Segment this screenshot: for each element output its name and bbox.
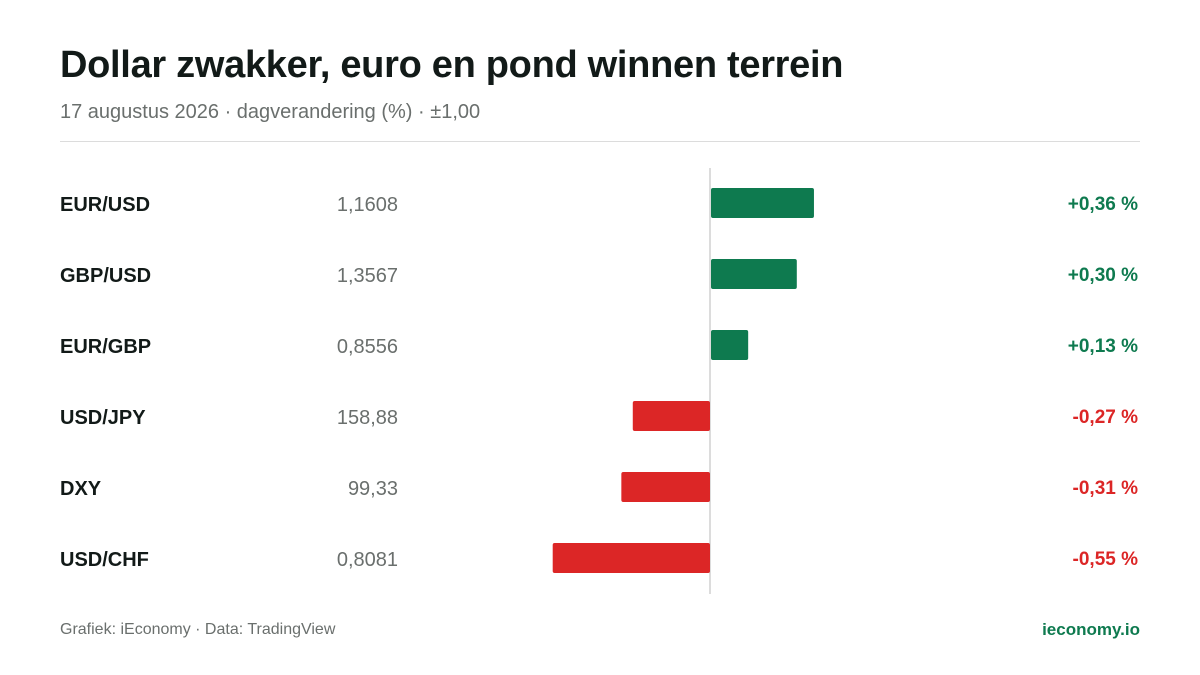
bar-eur-gbp: [711, 330, 749, 360]
rate-value-usd-jpy: 158,88: [337, 407, 398, 429]
header-divider: [60, 141, 1140, 142]
rate-value-dxy: 99,33: [348, 478, 398, 500]
change-label-eur-gbp: +0,13 %: [1068, 336, 1138, 357]
category-label-eur-usd: EUR/USD: [60, 194, 150, 216]
category-label-gbp-usd: GBP/USD: [60, 265, 151, 287]
category-label-usd-chf: USD/CHF: [60, 549, 149, 571]
rate-value-gbp-usd: 1,3567: [337, 265, 398, 287]
change-label-gbp-usd: +0,30 %: [1068, 265, 1138, 286]
category-label-usd-jpy: USD/JPY: [60, 407, 146, 429]
category-label-eur-gbp: EUR/GBP: [60, 336, 151, 358]
rate-value-eur-gbp: 0,8556: [337, 336, 398, 358]
change-label-usd-jpy: -0,27 %: [1073, 407, 1139, 428]
bar-usd-chf: [552, 543, 710, 573]
chart-title: Dollar zwakker, euro en pond winnen terr…: [60, 44, 844, 86]
footer-source: Grafiek: iEconomy · Data: TradingView: [60, 621, 336, 638]
change-label-dxy: -0,31 %: [1073, 478, 1139, 499]
change-label-eur-usd: +0,36 %: [1068, 194, 1138, 215]
chart-subtitle: 17 augustus 2026 · dagverandering (%) · …: [60, 101, 481, 123]
bar-usd-jpy: [632, 401, 710, 431]
change-label-usd-chf: -0,55 %: [1073, 549, 1139, 570]
bar-gbp-usd: [711, 259, 797, 289]
bar-dxy: [621, 472, 710, 502]
rate-value-usd-chf: 0,8081: [337, 549, 398, 571]
bar-eur-usd: [711, 188, 814, 218]
footer-brand[interactable]: ieconomy.io: [1042, 620, 1140, 639]
category-label-dxy: DXY: [60, 478, 102, 500]
rate-value-eur-usd: 1,1608: [337, 194, 398, 216]
